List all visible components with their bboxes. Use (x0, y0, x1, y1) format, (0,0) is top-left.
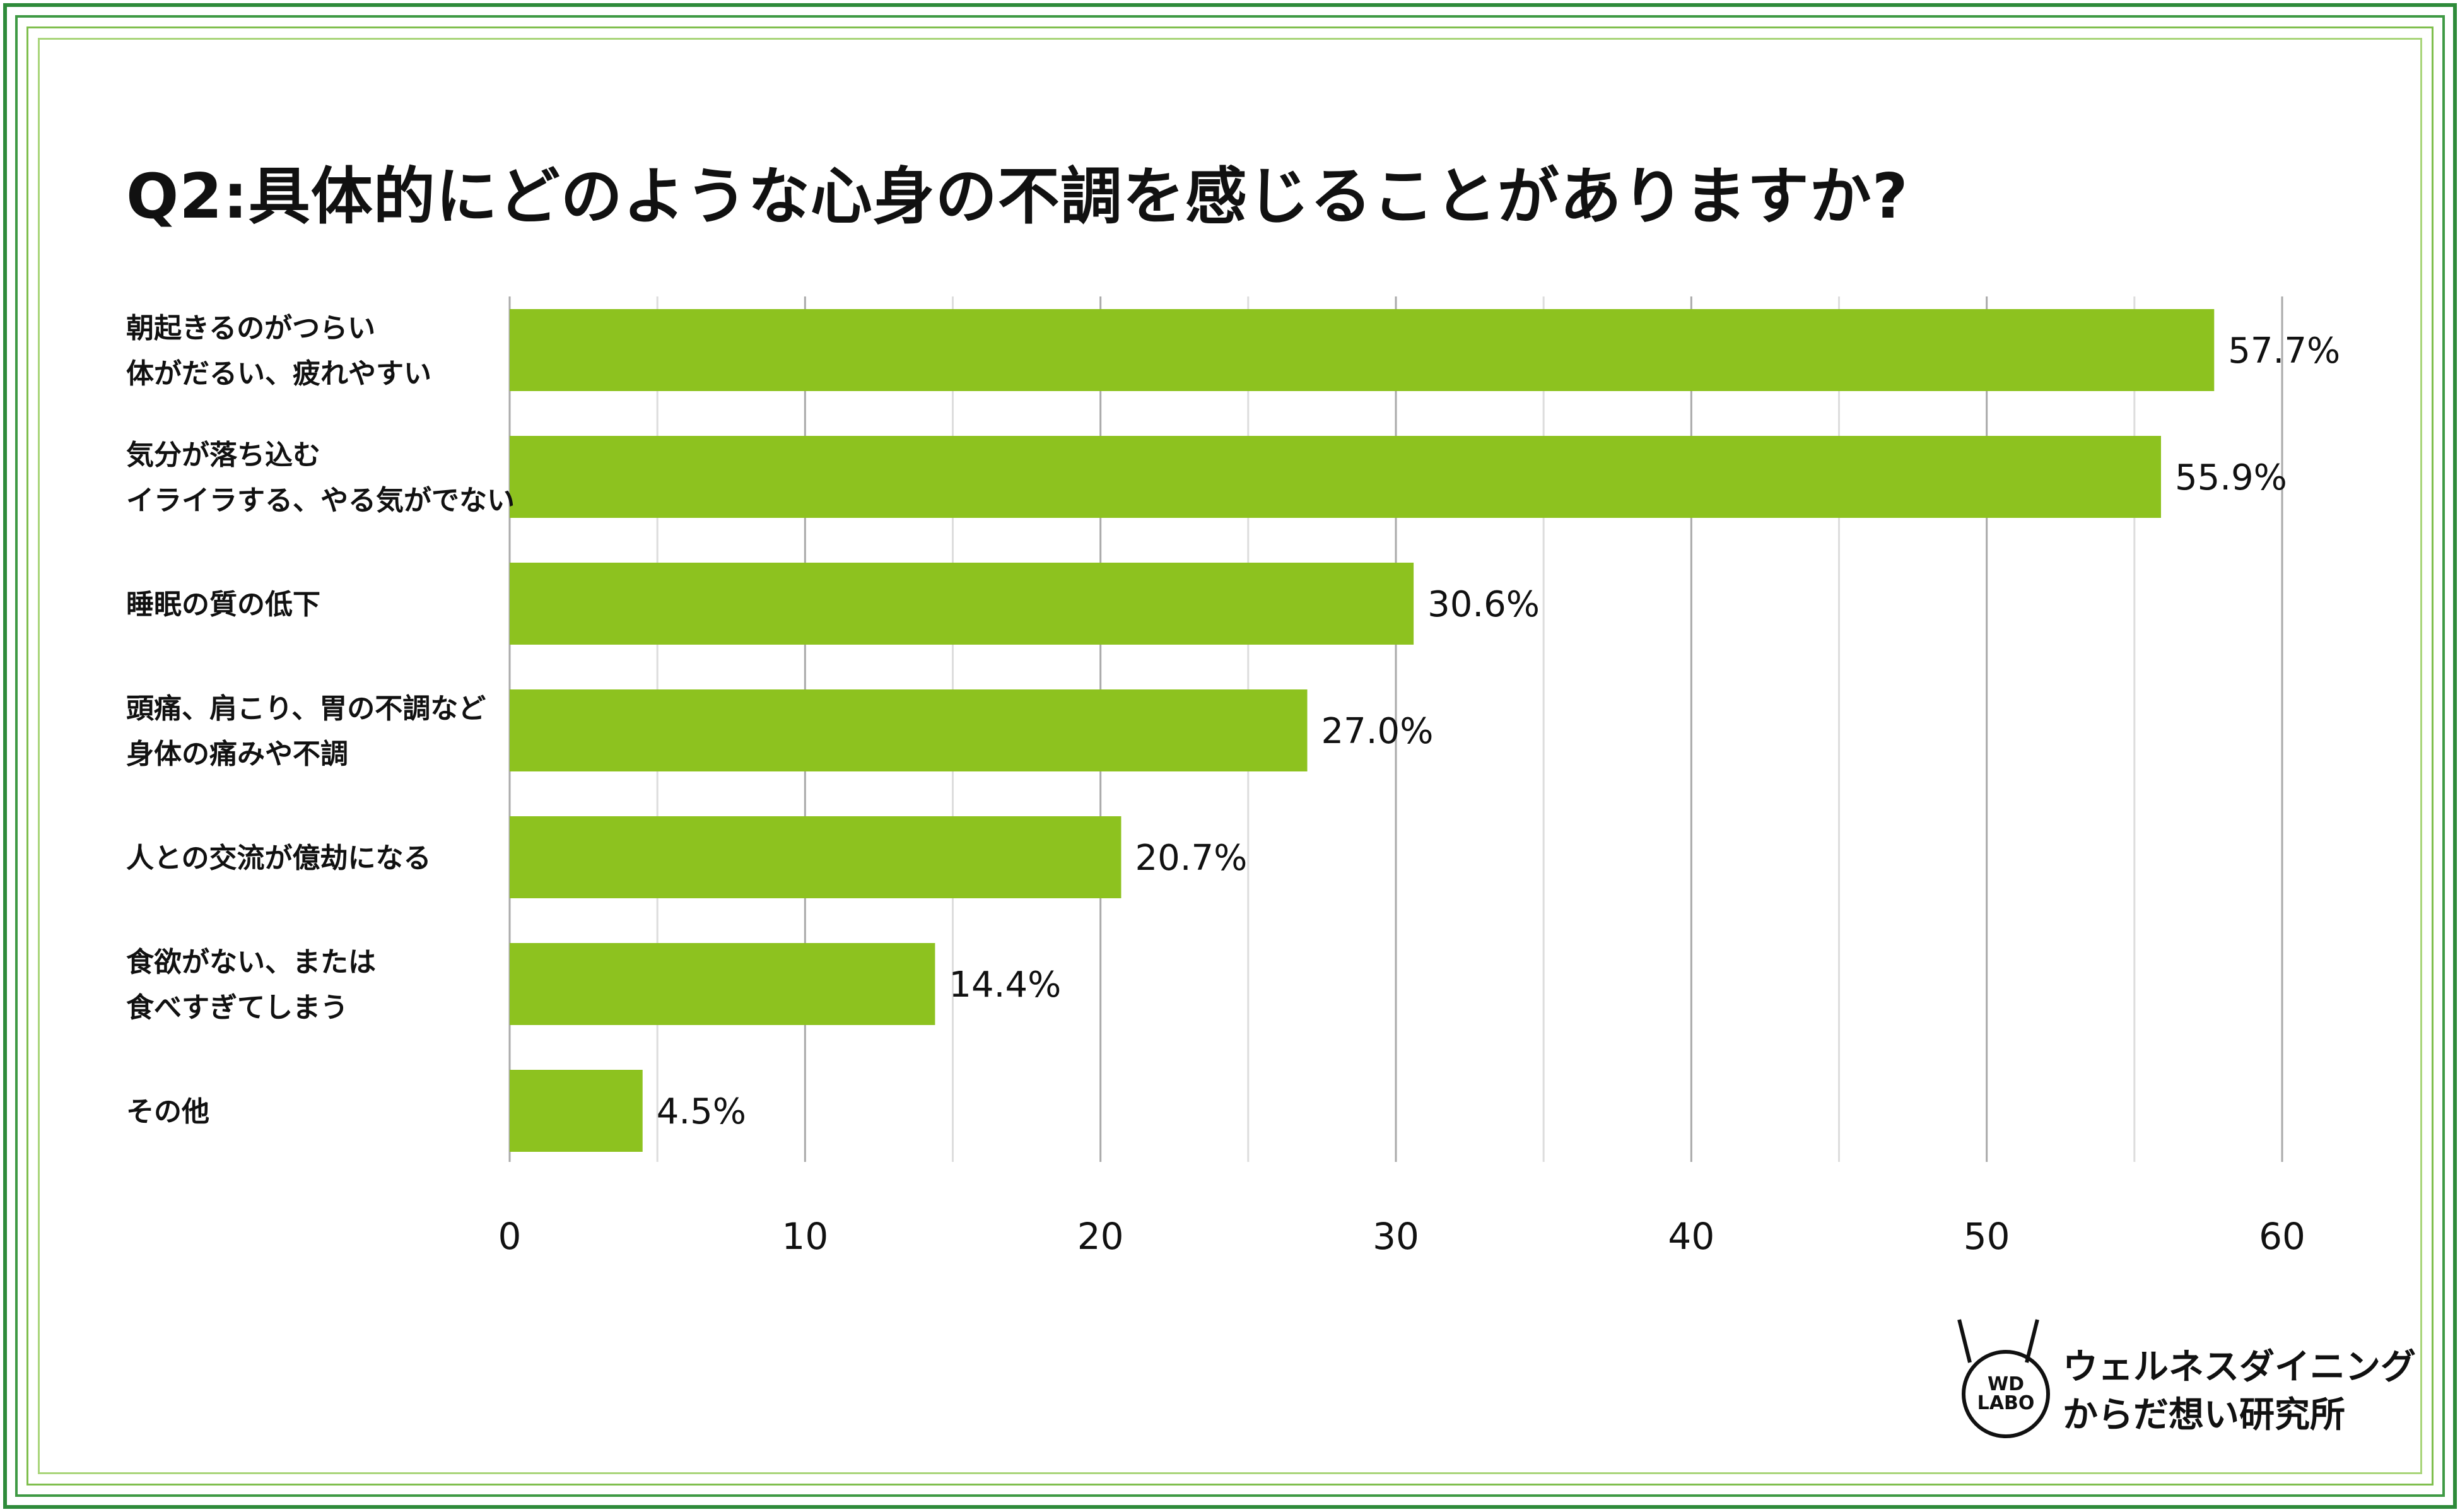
bar (510, 563, 1414, 645)
bar (510, 943, 935, 1025)
bars (510, 309, 2215, 1152)
value-label: 20.7% (1135, 838, 1247, 879)
chart-title: Q2:具体的にどのような心身の不調を感じることがありますか? (126, 161, 1909, 233)
bar (510, 816, 1122, 898)
bar (510, 1070, 643, 1152)
value-label: 4.5% (657, 1091, 746, 1132)
x-tick-label: 50 (1964, 1215, 2010, 1258)
logo-mark-line2: LABO (1977, 1392, 2035, 1414)
value-label: 14.4% (949, 964, 1061, 1005)
category-label-line: 頭痛、肩こり、胃の不調など (126, 693, 486, 725)
value-label: 57.7% (2228, 331, 2340, 372)
bar (510, 309, 2215, 391)
value-label: 30.6% (1427, 584, 1540, 625)
category-label: 気分が落ち込むイライラする、やる気がでない (126, 439, 515, 517)
logo-stem-left (1957, 1319, 1972, 1363)
logo-text-line1: ウェルネスダイニング (2063, 1347, 2416, 1388)
category-label: 食欲がない、または食べすぎてしまう (126, 946, 376, 1024)
logo-text-line2: からだ想い研究所 (2063, 1395, 2345, 1436)
category-label: 頭痛、肩こり、胃の不調など身体の痛みや不調 (126, 693, 486, 770)
category-label: 睡眠の質の低下 (126, 589, 320, 621)
x-axis-tick-labels: 0 10 20 30 40 50 60 (498, 1215, 2305, 1258)
category-label-line: 食べすぎてしまう (126, 992, 348, 1024)
category-label-line: 睡眠の質の低下 (126, 589, 320, 621)
category-label: 人との交流が億劫になる (126, 842, 431, 874)
value-labels: 57.7% 55.9% 30.6% 27.0% 20.7% 14.4% 4.5% (657, 331, 2340, 1132)
x-tick-label: 0 (498, 1215, 522, 1258)
logo-mark-line1: WD (1988, 1373, 2024, 1395)
x-tick-label: 10 (782, 1215, 828, 1258)
bar (510, 689, 1308, 771)
x-tick-label: 20 (1077, 1215, 1124, 1258)
value-label: 55.9% (2175, 457, 2287, 498)
logo-mark: WD LABO (1962, 1350, 2050, 1438)
wd-labo-logo: WD LABO ウェルネスダイニング からだ想い研究所 (1930, 1312, 2416, 1457)
category-label-line: イライラする、やる気がでない (126, 484, 515, 517)
category-label-line: 体がだるい、疲れやすい (126, 358, 431, 390)
category-label-line: 身体の痛みや不調 (126, 738, 348, 770)
category-labels: 朝起きるのがつらい体がだるい、疲れやすい気分が落ち込むイライラする、やる気がでな… (126, 312, 515, 1128)
category-label-line: その他 (126, 1096, 209, 1128)
logo-text: ウェルネスダイニング からだ想い研究所 (2063, 1344, 2416, 1439)
value-label: 27.0% (1321, 711, 1434, 752)
x-tick-label: 30 (1373, 1215, 1419, 1258)
x-tick-label: 60 (2259, 1215, 2305, 1258)
x-tick-label: 40 (1668, 1215, 1714, 1258)
bar (510, 436, 2161, 518)
category-label-line: 朝起きるのがつらい (126, 312, 375, 344)
category-label: その他 (126, 1096, 209, 1128)
category-label-line: 食欲がない、または (126, 946, 376, 978)
category-label-line: 人との交流が億劫になる (126, 842, 431, 874)
category-label: 朝起きるのがつらい体がだるい、疲れやすい (126, 312, 431, 390)
category-label-line: 気分が落ち込む (126, 439, 320, 471)
